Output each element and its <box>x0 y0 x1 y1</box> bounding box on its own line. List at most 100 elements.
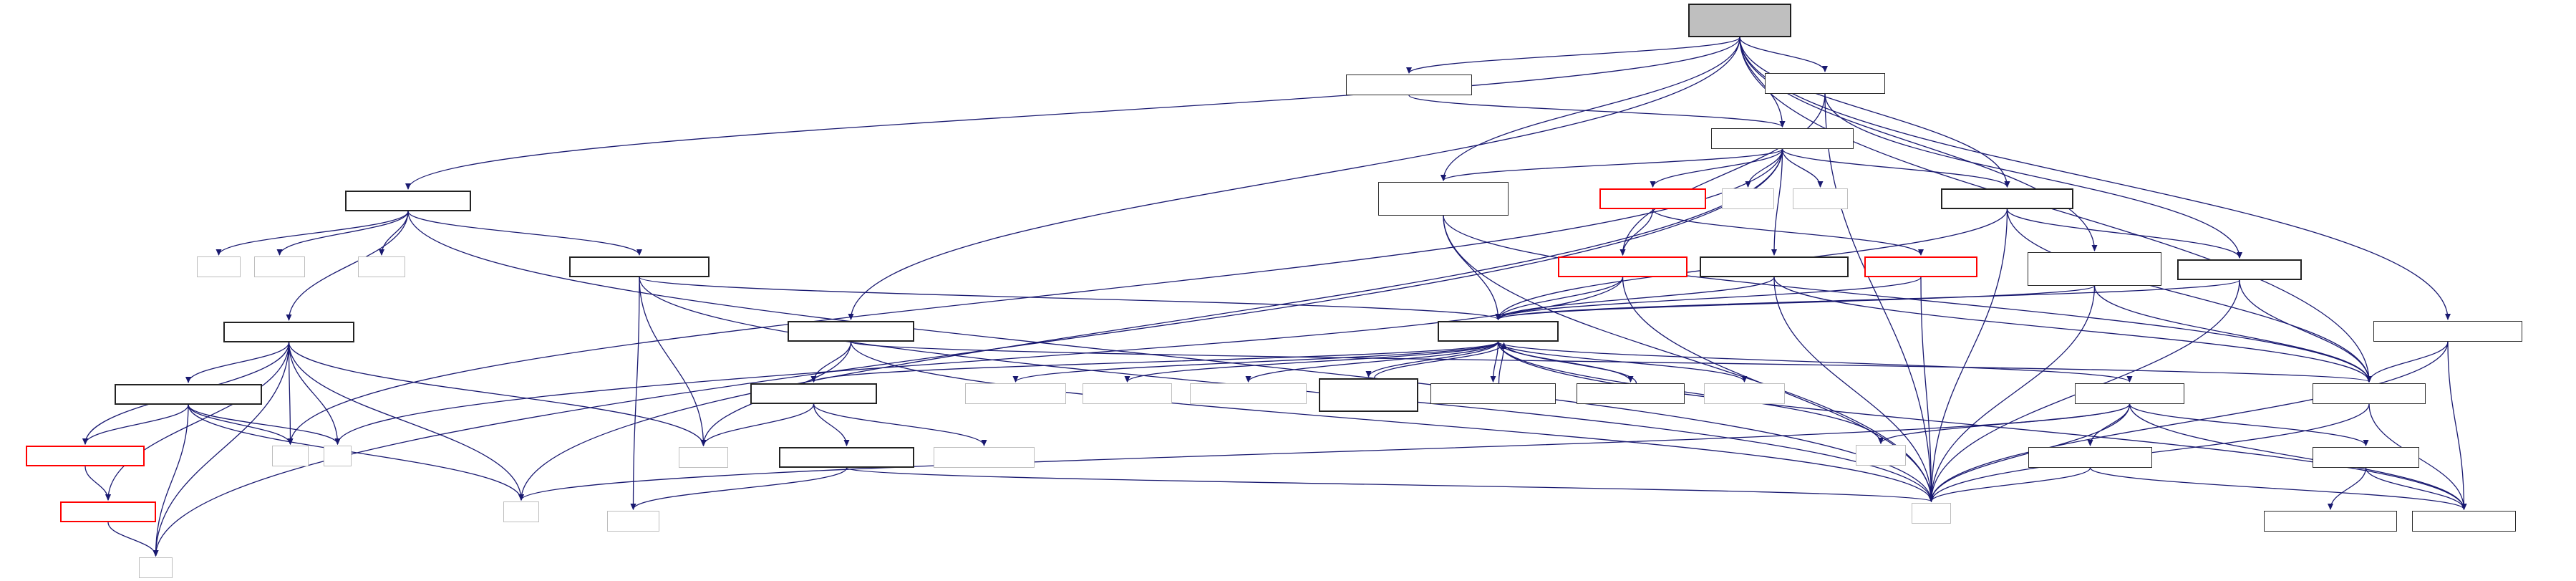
node-dataobject[interactable] <box>788 321 914 342</box>
node-iservice[interactable] <box>1864 256 1977 277</box>
edge-iopaqueaddress-to-classid <box>2366 341 2449 383</box>
node-string <box>1912 503 1951 524</box>
node-systembase[interactable] <box>2264 511 2397 532</box>
node-iopaqueaddress[interactable] <box>2373 321 2522 342</box>
edge-system-to-kernel <box>2129 403 2467 510</box>
edge-msgstream-to-sstream <box>379 211 409 256</box>
node-iconverter[interactable] <box>2177 259 2302 280</box>
node-vector <box>503 501 539 522</box>
node-map_h[interactable] <box>60 501 156 522</box>
node-statuscode[interactable] <box>750 383 877 404</box>
edge-idatamanagersvc-to-string <box>1928 285 2096 502</box>
node-serializestlfwd[interactable] <box>115 384 262 405</box>
node-cnvfactory[interactable] <box>1346 75 1472 95</box>
edge-converter-to-string <box>1824 93 1935 502</box>
edge-hashmap-to-map_h <box>84 466 111 501</box>
node-iostream <box>607 511 659 532</box>
edge-statuscode-to-shared_ptr <box>813 403 987 446</box>
node-sstream <box>358 256 405 277</box>
node-ostream <box>679 447 728 468</box>
node-typeinfo <box>1856 445 1906 466</box>
edge-conversionsvc_h-to-iaddresscreator <box>1771 148 1783 256</box>
node-msgstream[interactable] <box>345 191 471 211</box>
edge-iinterface-to-system <box>1497 341 2133 383</box>
edge-serializestlfwd-to-utility <box>188 404 294 445</box>
node-hashmap[interactable] <box>26 446 145 466</box>
edge-serializestl-to-ostream <box>288 342 707 446</box>
node-mpl_fold <box>1083 383 1172 404</box>
node-functional <box>1793 188 1848 209</box>
edge-serializestlfwd-to-vector <box>188 404 524 501</box>
edge-iinterface-to-mpl_foreach <box>1245 341 1499 383</box>
edge-imessagesvc-to-iostream <box>630 277 640 510</box>
node-iomanip <box>254 256 305 277</box>
edge-root-to-idataprovidersvc <box>1440 37 1740 181</box>
edge-conversionsvc_h-to-vector <box>518 148 1783 501</box>
node-implements[interactable] <box>1430 383 1556 404</box>
edge-extend_interfaces-to-iinterface <box>1373 342 1507 379</box>
edge-serializestlfwd-to-list <box>188 404 341 445</box>
edge-msgstream-to-serializestl <box>286 211 409 321</box>
node-kernel[interactable] <box>2412 511 2516 532</box>
edge-iopaqueaddress-to-kernel <box>2447 341 2467 510</box>
node-map <box>139 557 173 578</box>
node-classid[interactable] <box>2313 383 2426 404</box>
node-iaddresscreator[interactable] <box>1700 256 1849 277</box>
node-issueseverity[interactable] <box>779 447 914 468</box>
edge-iinterface-to-extend_interfaces <box>1365 341 1499 378</box>
edge-iinterface-to-statuscode <box>810 341 1499 383</box>
edge-extends-to-iinterface <box>1501 342 1637 384</box>
node-system[interactable] <box>2075 383 2184 404</box>
edge-iopaqueaddress-to-string <box>1928 341 2449 502</box>
node-isvclocator[interactable] <box>1558 256 1688 277</box>
node-timing[interactable] <box>2313 447 2419 468</box>
edge-converter-to-iconverter <box>1824 93 2242 259</box>
edge-service-to-iservice <box>1652 208 1924 256</box>
node-iconversionsvc[interactable] <box>1941 188 2073 209</box>
node-imessagesvc[interactable] <box>569 256 710 277</box>
edge-serializestlfwd-to-map <box>152 404 189 557</box>
edge-dataobject-to-classid <box>850 341 2372 383</box>
edge-serializestlfwd-to-hashmap <box>82 404 189 445</box>
edge-idataprovidersvc-to-iinterface <box>1443 215 1501 320</box>
node-utility <box>272 446 309 466</box>
edge-serializestl-to-utility <box>287 342 294 445</box>
edge-statuscode-to-issueseverity <box>813 403 850 446</box>
edge-conversionsvc_h-to-iconversionsvc <box>1781 148 2010 188</box>
edge-conversionsvc_h-to-map <box>152 148 1783 557</box>
edge-timing-to-kernel <box>2365 467 2467 510</box>
edge-msgstream-to-string <box>407 211 1935 502</box>
edge-iconversionsvc-to-classid <box>2006 208 2372 383</box>
node-service[interactable] <box>1599 188 1706 209</box>
edge-iconversionsvc-to-iconverter <box>2006 208 2242 259</box>
node-mpl_set <box>1704 383 1785 404</box>
edge-imessagesvc-to-iinterface <box>639 277 1501 320</box>
edge-conversionsvc_h-to-service <box>1650 148 1783 188</box>
edge-system-to-vector <box>518 403 2131 501</box>
edge-issueseverity-to-iostream <box>630 467 848 510</box>
node-idataprovidersvc[interactable] <box>1378 182 1509 216</box>
node-algorithm <box>1722 188 1774 209</box>
node-cstdio <box>197 256 241 277</box>
edge-system-to-timing <box>2129 403 2369 446</box>
node-moduleinfo[interactable] <box>2028 447 2152 468</box>
edge-serializestl-to-map_h <box>105 342 290 501</box>
edge-imessagesvc-to-ostream <box>639 277 707 446</box>
node-mpl_insert <box>965 383 1066 404</box>
edge-converter-to-isvclocator <box>1619 93 1826 256</box>
node-shared_ptr <box>934 447 1035 468</box>
node-extends[interactable] <box>1577 383 1685 404</box>
edge-iconverter-to-classid <box>2239 279 2372 383</box>
node-serializestl[interactable] <box>223 322 354 342</box>
edge-iconversionsvc-to-string <box>1928 208 2008 502</box>
node-conversionsvc_h[interactable] <box>1711 128 1854 149</box>
node-extend_interfaces[interactable] <box>1319 378 1418 412</box>
node-iinterface[interactable] <box>1438 321 1559 342</box>
edge-statuscode-to-ostream <box>700 403 815 446</box>
node-idatamanagersvc[interactable] <box>2028 252 2161 286</box>
edge-root-to-converter <box>1739 37 1828 72</box>
edge-serializestl-to-serializestlfwd <box>185 342 290 383</box>
edge-serializestl-to-map <box>152 342 290 557</box>
edge-conversionsvc_h-to-functional <box>1781 148 1824 188</box>
node-converter[interactable] <box>1765 73 1885 94</box>
